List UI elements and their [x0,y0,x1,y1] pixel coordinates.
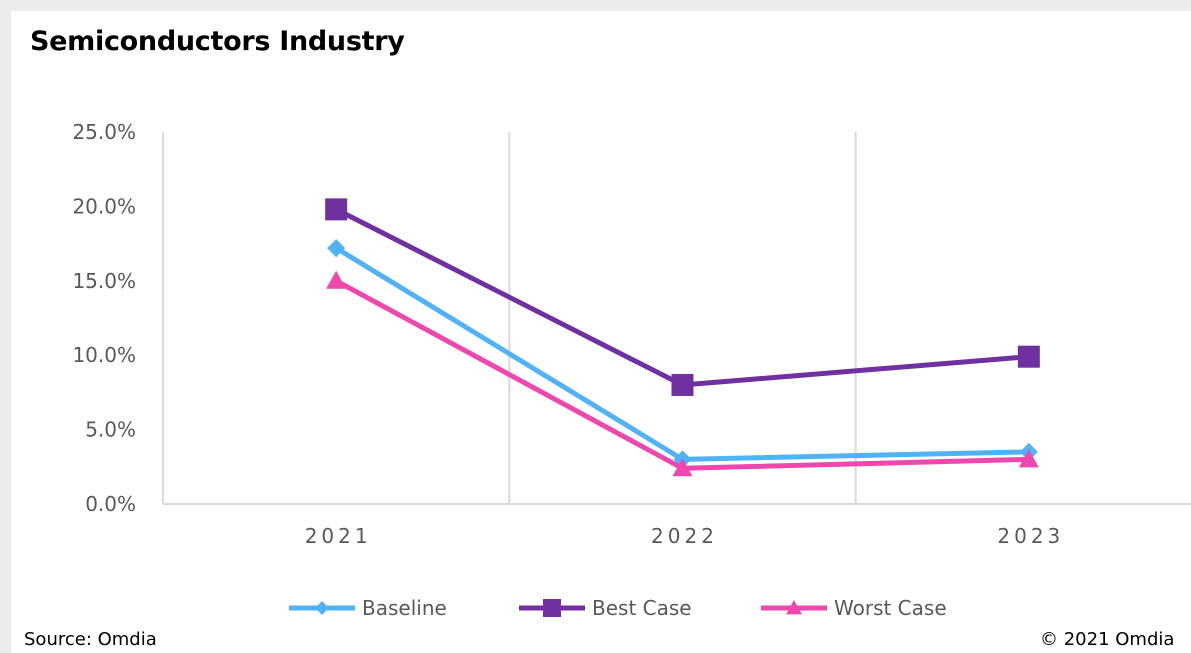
square-marker [543,599,561,617]
triangle-marker [1018,449,1039,468]
y-tick-label: 10.0% [72,343,136,367]
chart-panel [11,11,1191,653]
triangle-marker [326,270,347,289]
triangle-marker [672,458,693,477]
y-tick-label: 0.0% [85,492,136,516]
grid-layer [162,132,857,504]
x-tick-label: 2023 [997,524,1064,548]
source-note: Source: Omdia [24,629,157,650]
square-marker [325,198,348,221]
copyright-note: © 2021 Omdia [1040,629,1175,650]
legend-item-best-case: Best Case [519,596,692,620]
y-tick-label: 5.0% [85,418,136,442]
legend-item-worst-case: Worst Case [761,596,947,620]
series-best-case [325,198,1040,396]
triangle-marker [786,600,802,615]
x-tick-label: 2021 [305,524,372,548]
square-marker [671,373,694,396]
diamond-marker [327,239,346,258]
diamond-marker [315,601,329,615]
legend-label: Best Case [592,596,692,620]
y-tick-label: 20.0% [72,194,136,218]
legend-item-baseline: Baseline [289,596,447,620]
series-worst-case [326,270,1039,477]
series-line-best-case [335,207,1030,388]
axis-layer: 0.0% 5.0% 10.0% 15.0% 20.0% 25.0% 2021 2022 2023 [72,120,1191,548]
legend: Baseline Best Case Worst Case [289,596,947,620]
x-tick-label: 2022 [651,524,718,548]
square-marker [1017,345,1040,368]
chart-title: Semiconductors Industry [30,26,405,57]
series-layer [325,198,1040,477]
legend-label: Baseline [362,596,447,620]
series-line-baseline [334,245,1029,462]
series-baseline [327,239,1038,469]
y-tick-label: 25.0% [72,120,136,144]
legend-label: Worst Case [834,596,947,620]
y-tick-label: 15.0% [72,269,136,293]
